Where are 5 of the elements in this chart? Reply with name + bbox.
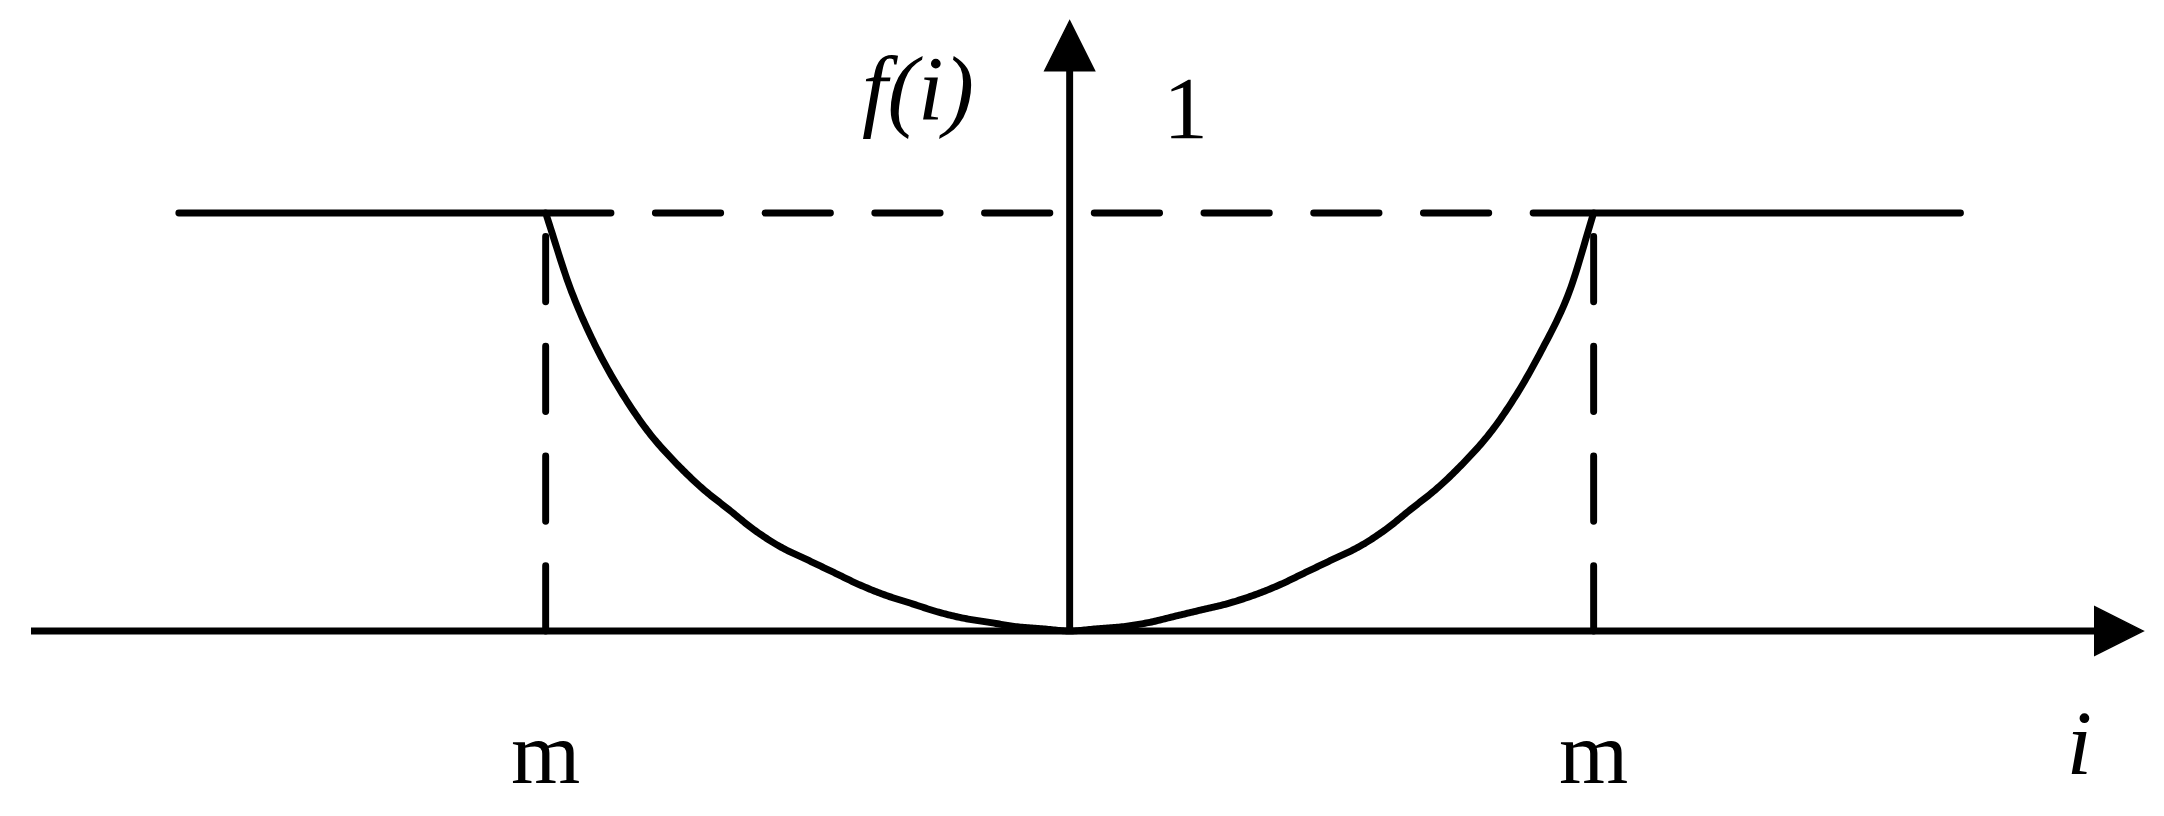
text: 1 — [1171, 79, 1203, 139]
y-axis-title: f(i) — [863, 54, 972, 140]
x-tick-label: m — [512, 741, 579, 783]
x-tick-label: m — [1560, 741, 1627, 783]
x-axis-title: i — [2071, 713, 2090, 775]
